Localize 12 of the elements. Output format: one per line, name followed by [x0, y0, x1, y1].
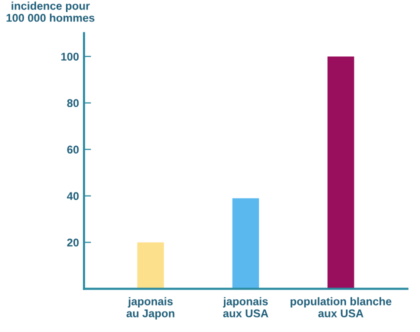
x-tick-label: japonais aux USA: [222, 297, 268, 318]
y-tick-label: 40: [66, 192, 79, 200]
x-tick-label: japonais au Japon: [126, 297, 174, 320]
y-tick-label: 60: [67, 146, 79, 154]
y-axis-title: incidence pour 100 000 hommes: [6, 2, 94, 22]
y-tick-label: 100: [61, 52, 79, 61]
x-tick-label: population blanche aux USA: [290, 297, 392, 318]
bar: [328, 56, 354, 289]
bar: [232, 198, 260, 289]
y-tick-label: 80: [67, 99, 79, 108]
bar: [137, 242, 164, 289]
y-tick-label: 20: [67, 238, 79, 246]
